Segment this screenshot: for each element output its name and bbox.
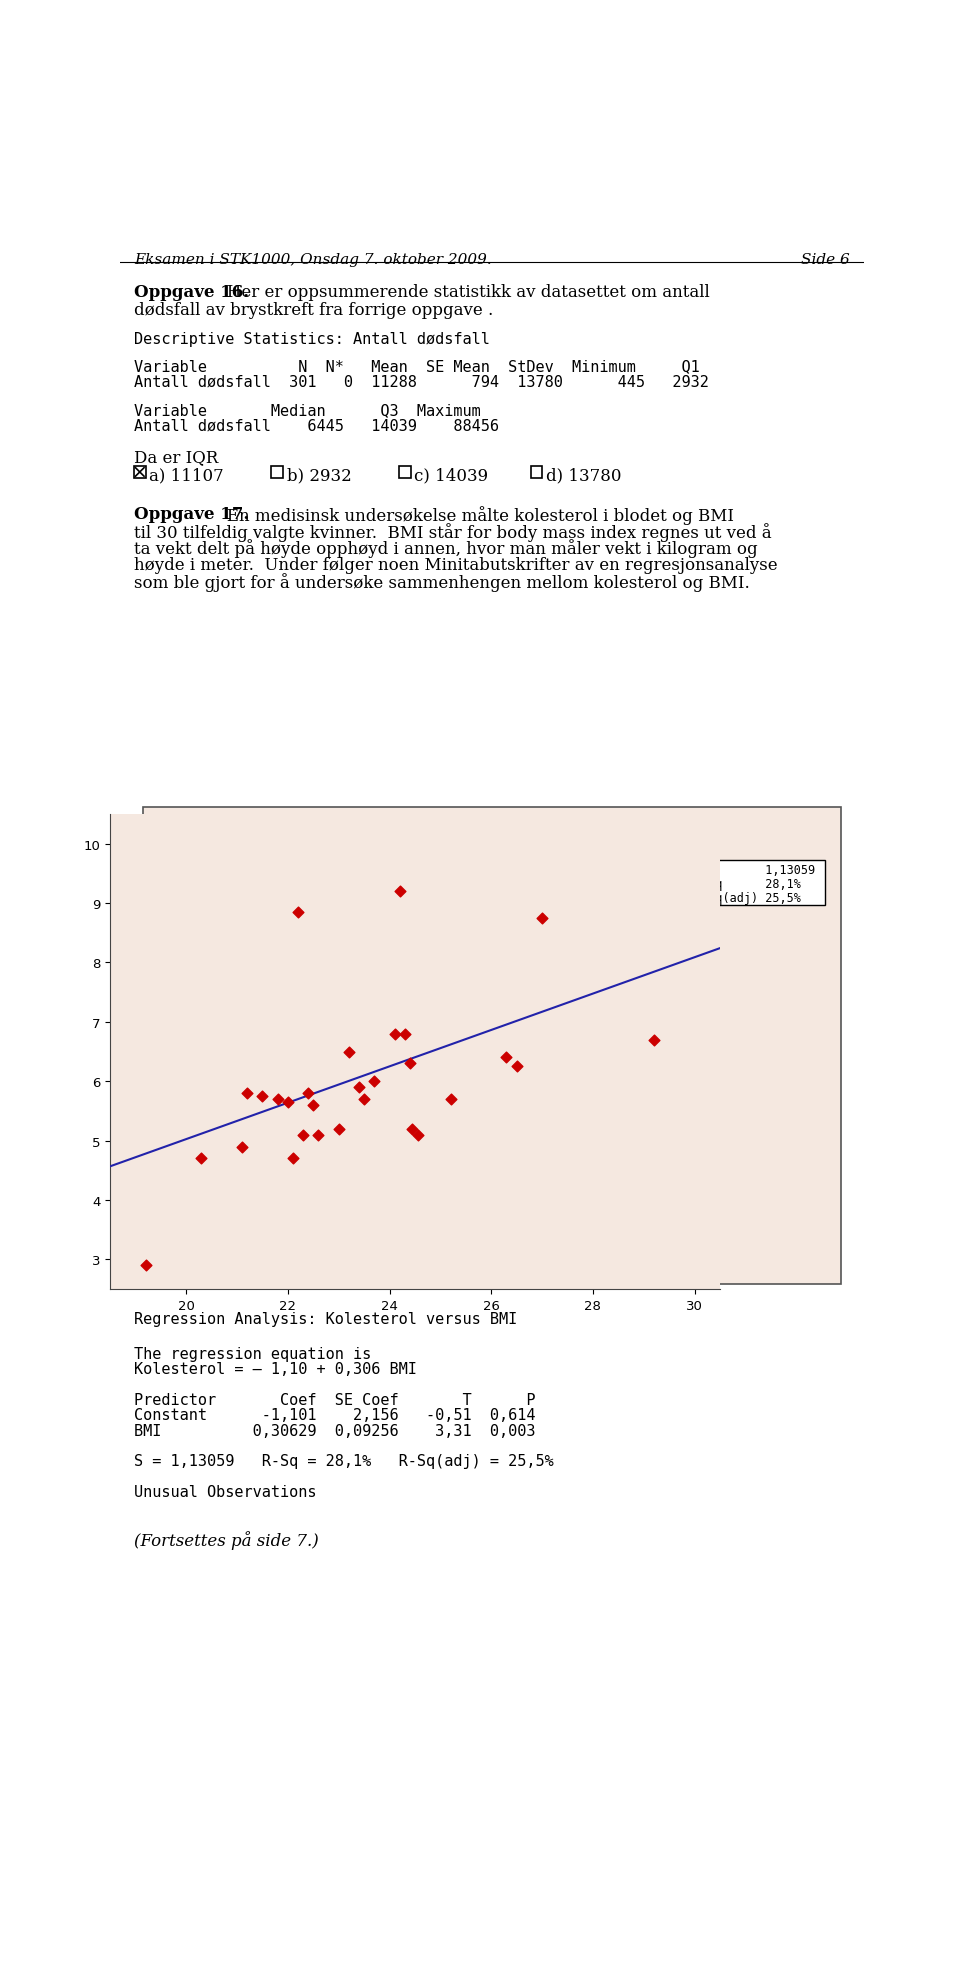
Point bbox=[646, 1024, 661, 1055]
Point bbox=[194, 1142, 209, 1174]
Text: Side 6: Side 6 bbox=[802, 253, 850, 267]
Point bbox=[254, 1081, 270, 1113]
Text: Her er oppsummerende statistikk av datasettet om antall: Her er oppsummerende statistikk av datas… bbox=[211, 283, 710, 301]
Point bbox=[351, 1071, 367, 1103]
Text: The regression equation is: The regression equation is bbox=[134, 1346, 372, 1360]
Point bbox=[296, 1119, 311, 1150]
Point bbox=[305, 1089, 321, 1121]
Text: høyde i meter.  Under følger noen Minitabutskrifter av en regresjonsanalyse: høyde i meter. Under følger noen Minitab… bbox=[134, 556, 778, 574]
Text: Kolesterol: Kolesterol bbox=[156, 1014, 170, 1081]
Text: R-Sq      28,1%: R-Sq 28,1% bbox=[694, 877, 802, 891]
Point bbox=[402, 1047, 418, 1079]
Text: Descriptive Statistics: Antall dødsfall: Descriptive Statistics: Antall dødsfall bbox=[134, 331, 490, 346]
Text: a) 11107: a) 11107 bbox=[150, 467, 225, 483]
Point bbox=[356, 1083, 372, 1115]
Point bbox=[443, 1083, 458, 1115]
Text: Da er IQR: Da er IQR bbox=[134, 449, 218, 465]
Text: Regression Analysis: Kolesterol versus BMI: Regression Analysis: Kolesterol versus B… bbox=[134, 1311, 517, 1327]
Point bbox=[270, 1083, 285, 1115]
Text: Antall dødsfall  301   0  11288      794  13780      445   2932: Antall dødsfall 301 0 11288 794 13780 44… bbox=[134, 374, 708, 390]
Point bbox=[499, 1041, 515, 1073]
Text: Variable          N  N*   Mean  SE Mean  StDev  Minimum     Q1: Variable N N* Mean SE Mean StDev Minimum… bbox=[134, 358, 700, 374]
Point bbox=[300, 1077, 316, 1109]
Point bbox=[331, 1113, 347, 1144]
Point bbox=[285, 1142, 300, 1174]
Point bbox=[234, 1131, 250, 1162]
Text: Unusual Observations: Unusual Observations bbox=[134, 1485, 317, 1499]
Point bbox=[535, 903, 550, 935]
Text: Oppgave 17.: Oppgave 17. bbox=[134, 505, 250, 523]
Point bbox=[311, 1119, 326, 1150]
Point bbox=[397, 1018, 413, 1049]
Bar bbox=[399, 467, 411, 479]
Text: Eksamen i STK1000, Onsdag 7. oktober 2009.: Eksamen i STK1000, Onsdag 7. oktober 200… bbox=[134, 253, 492, 267]
Text: BMI: BMI bbox=[425, 1265, 458, 1279]
Point bbox=[410, 1119, 425, 1150]
Point bbox=[405, 1113, 420, 1144]
Bar bbox=[134, 467, 146, 479]
Text: S = 1,13059   R-Sq = 28,1%   R-Sq(adj) = 25,5%: S = 1,13059 R-Sq = 28,1% R-Sq(adj) = 25,… bbox=[134, 1453, 554, 1469]
Text: ta vekt delt på høyde opphøyd i annen, hvor man måler vekt i kilogram og: ta vekt delt på høyde opphøyd i annen, h… bbox=[134, 539, 757, 558]
Point bbox=[367, 1065, 382, 1097]
Point bbox=[280, 1087, 296, 1119]
Point bbox=[138, 1249, 154, 1281]
Bar bbox=[271, 467, 283, 479]
Point bbox=[387, 1018, 402, 1049]
Text: c) 14039: c) 14039 bbox=[415, 467, 489, 483]
Text: dødsfall av brystkreft fra forrige oppgave .: dødsfall av brystkreft fra forrige oppga… bbox=[134, 301, 493, 319]
Point bbox=[341, 1036, 356, 1067]
Point bbox=[291, 897, 306, 929]
Bar bbox=[143, 808, 841, 1285]
Text: En medisinsk undersøkelse målte kolesterol i blodet og BMI: En medisinsk undersøkelse målte kolester… bbox=[211, 505, 734, 525]
Point bbox=[240, 1077, 255, 1109]
Text: b) 2932: b) 2932 bbox=[287, 467, 351, 483]
Bar bbox=[531, 467, 542, 479]
Text: Antall dødsfall    6445   14039    88456: Antall dødsfall 6445 14039 88456 bbox=[134, 418, 499, 434]
Text: Kolesterol = – 1,10 + 0,306 BMI: Kolesterol = – 1,10 + 0,306 BMI bbox=[134, 1360, 417, 1376]
Text: BMI          0,30629  0,09256    3,31  0,003: BMI 0,30629 0,09256 3,31 0,003 bbox=[134, 1424, 536, 1437]
Point bbox=[509, 1051, 524, 1083]
Point bbox=[392, 875, 407, 907]
Text: (Fortsettes på side 7.): (Fortsettes på side 7.) bbox=[134, 1531, 319, 1550]
Text: S         1,13059: S 1,13059 bbox=[694, 863, 815, 877]
Bar bbox=[689, 861, 826, 905]
Text: d) 13780: d) 13780 bbox=[546, 467, 622, 483]
Text: Predictor       Coef  SE Coef       T      P: Predictor Coef SE Coef T P bbox=[134, 1392, 536, 1408]
Text: R-Sq(adj) 25,5%: R-Sq(adj) 25,5% bbox=[694, 891, 802, 905]
Text: Oppgave 16.: Oppgave 16. bbox=[134, 283, 249, 301]
Text: Constant      -1,101    2,156   -0,51  0,614: Constant -1,101 2,156 -0,51 0,614 bbox=[134, 1408, 536, 1422]
Text: Kolesterol = – 1,101 + 0,3063 BMI: Kolesterol = – 1,101 + 0,3063 BMI bbox=[354, 840, 630, 853]
Text: Variable       Median      Q3  Maximum: Variable Median Q3 Maximum bbox=[134, 404, 481, 418]
Text: til 30 tilfeldig valgte kvinner.  BMI står for body mass index regnes ut ved å: til 30 tilfeldig valgte kvinner. BMI stå… bbox=[134, 523, 772, 541]
Text: som ble gjort for å undersøke sammenhengen mellom kolesterol og BMI.: som ble gjort for å undersøke sammenheng… bbox=[134, 572, 750, 592]
Text: Fitted Line Plot: Fitted Line Plot bbox=[414, 822, 570, 840]
